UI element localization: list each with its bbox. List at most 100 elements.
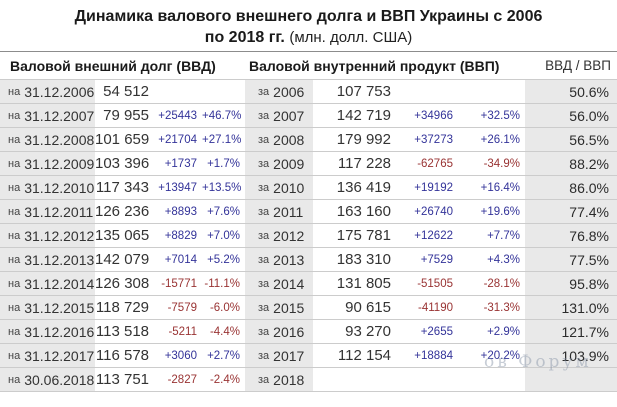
year-prefix: за — [258, 277, 270, 290]
debt-gdp-ratio-value: 103.9% — [525, 344, 617, 367]
gdp-change-pct: +32.5% — [480, 109, 520, 122]
year-value: 2008 — [273, 131, 305, 148]
table-row: на 31.12.2008 101 659 +21704 +27.1% за 200… — [0, 127, 617, 151]
date-cell: на 31.12.2015 — [0, 296, 95, 319]
date-prefix: на — [8, 301, 21, 314]
date-value: 31.12.2006 — [24, 83, 95, 100]
year-prefix: за — [258, 253, 270, 266]
debt-change-abs: -7579 — [167, 301, 197, 314]
gdp-value: 142 719 — [336, 107, 391, 124]
date-value: 31.12.2010 — [24, 179, 95, 196]
gdp-value: 112 154 — [337, 347, 391, 364]
debt-change-abs: -15771 — [161, 277, 197, 290]
debt-gdp-ratio-value: 56.5% — [525, 128, 617, 151]
date-cell: на 31.12.2011 — [0, 200, 95, 223]
date-value: 31.12.2011 — [24, 203, 94, 220]
year-prefix: за — [258, 181, 270, 194]
year-prefix: за — [258, 205, 270, 218]
header-gdp: Валовой внутренний продукт (ВВП) — [249, 57, 500, 74]
debt-change-abs: +7014 — [164, 253, 197, 266]
date-cell: на 31.12.2009 — [0, 152, 95, 175]
table-row: на 31.12.2015 118 729 -7579 -6.0% за 2015 … — [0, 295, 617, 319]
debt-change-pct: +7.6% — [207, 205, 240, 218]
year-value: 2012 — [273, 227, 305, 244]
gdp-change-abs: +34966 — [414, 109, 453, 122]
date-prefix: на — [8, 205, 21, 218]
gdp-value: 175 781 — [336, 227, 391, 244]
debt-value: 126 308 — [95, 275, 150, 292]
date-cell: на 31.12.2012 — [0, 224, 95, 247]
gdp-value: 179 992 — [336, 131, 391, 148]
date-value: 31.12.2014 — [24, 275, 95, 292]
date-prefix: на — [8, 277, 21, 290]
debt-change-pct: +5.2% — [207, 253, 240, 266]
debt-gdp-table: Валовой внешний долг (ВВД) Валовой внутр… — [0, 51, 617, 392]
date-value: 31.12.2012 — [24, 227, 95, 244]
debt-value: 126 236 — [95, 203, 150, 220]
year-prefix: за — [258, 349, 270, 362]
year-prefix: за — [258, 229, 270, 242]
debt-change-pct: -6.0% — [209, 301, 240, 314]
gdp-change-abs: +2655 — [420, 325, 453, 338]
debt-change-pct: +7.0% — [207, 229, 240, 242]
year-value: 2010 — [273, 179, 305, 196]
year-cell: за 2015 — [245, 296, 313, 319]
gdp-change-pct: +19.6% — [480, 205, 520, 218]
date-cell: на 31.12.2014 — [0, 272, 95, 295]
date-value: 31.12.2009 — [24, 155, 95, 172]
date-prefix: на — [8, 253, 21, 266]
gdp-change-pct: +4.3% — [487, 253, 520, 266]
year-value: 2007 — [273, 107, 305, 124]
date-value: 31.12.2016 — [24, 323, 95, 340]
table-row: на 31.12.2013 142 079 +7014 +5.2% за 2013 … — [0, 247, 617, 271]
debt-change-abs: +21704 — [158, 133, 197, 146]
debt-change-abs: +8893 — [164, 205, 197, 218]
year-cell: за 2012 — [245, 224, 313, 247]
debt-value: 117 343 — [95, 179, 149, 196]
table-row: на 31.12.2006 54 512 за 2006 107 753 50.6% — [0, 79, 617, 103]
debt-gdp-ratio-value: 50.6% — [525, 80, 617, 103]
gdp-change-pct: -31.3% — [483, 301, 520, 314]
date-value: 31.12.2015 — [24, 299, 95, 316]
title-unit: (млн. долл. США) — [289, 29, 413, 46]
debt-change-abs: -5211 — [168, 325, 197, 338]
table-row: на 31.12.2017 116 578 +3060 +2.7% за 2017 … — [0, 343, 617, 367]
year-cell: за 2017 — [245, 344, 313, 367]
table-row: на 31.12.2007 79 955 +25443 +46.7% за 2007… — [0, 103, 617, 127]
debt-value: 103 396 — [95, 155, 150, 172]
table-row: на 31.12.2009 103 396 +1737 +1.7% за 2009 … — [0, 151, 617, 175]
gdp-change-abs: +37273 — [414, 133, 453, 146]
debt-change-abs: -2827 — [167, 373, 197, 386]
debt-change-pct: +13.5% — [202, 181, 242, 194]
table-row: на 31.12.2012 135 065 +8829 +7.0% за 2012 … — [0, 223, 617, 247]
title-line-2: по 2018 гг. (млн. долл. США) — [0, 27, 617, 48]
debt-change-abs: +1737 — [164, 157, 197, 170]
gdp-change-pct: +2.9% — [487, 325, 520, 338]
year-prefix: за — [258, 85, 270, 98]
debt-change-pct: +1.7% — [207, 157, 240, 170]
gdp-change-pct: +16.4% — [480, 181, 520, 194]
table-body: на 31.12.2006 54 512 за 2006 107 753 50.6%… — [0, 79, 617, 391]
gdp-value: 107 753 — [336, 83, 391, 100]
date-prefix: на — [8, 133, 21, 146]
table-header-row: Валовой внешний долг (ВВД) Валовой внутр… — [0, 52, 617, 79]
debt-gdp-ratio-value — [525, 368, 617, 391]
debt-gdp-ratio-value: 88.2% — [525, 152, 617, 175]
gdp-change-abs: +26740 — [414, 205, 453, 218]
year-prefix: за — [258, 325, 270, 338]
year-value: 2014 — [273, 275, 305, 292]
year-cell: за 2013 — [245, 248, 313, 271]
year-value: 2016 — [273, 323, 305, 340]
year-cell: за 2014 — [245, 272, 313, 295]
debt-value: 79 955 — [103, 107, 149, 124]
title-line-1: Динамика валового внешнего долга и ВВП У… — [0, 6, 617, 27]
debt-value: 113 751 — [95, 371, 149, 388]
date-prefix: на — [8, 181, 21, 194]
date-prefix: на — [8, 85, 21, 98]
debt-value: 113 518 — [95, 323, 149, 340]
gdp-change-abs: -41190 — [418, 301, 453, 314]
year-prefix: за — [258, 157, 270, 170]
debt-change-pct: -2.4% — [209, 373, 240, 386]
date-value: 30.06.2018 — [24, 371, 95, 388]
gdp-change-abs: -62765 — [417, 157, 453, 170]
